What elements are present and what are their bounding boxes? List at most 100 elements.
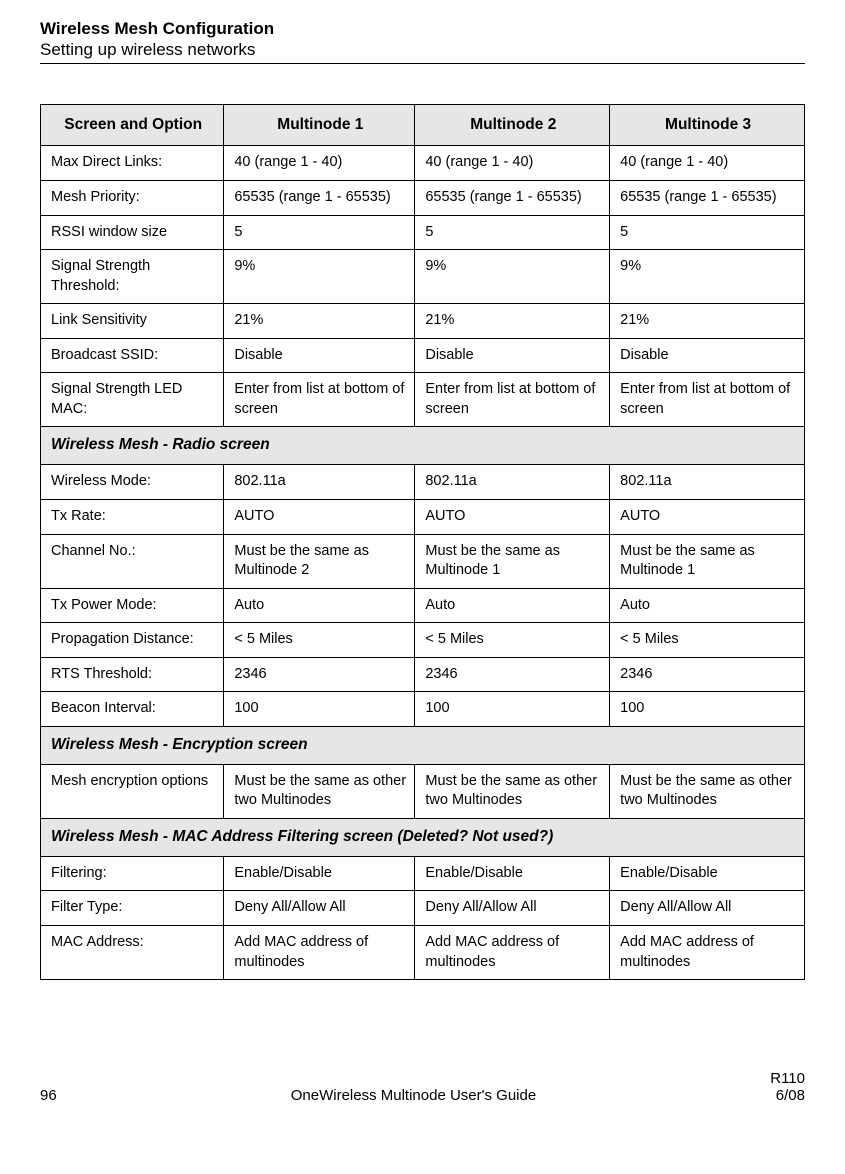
row-value: 802.11a bbox=[224, 465, 415, 500]
row-value: Must be the same as Multinode 2 bbox=[224, 534, 415, 588]
row-value: < 5 Miles bbox=[415, 623, 610, 658]
col-header-multinode2: Multinode 2 bbox=[415, 104, 610, 146]
row-value: Add MAC address of multinodes bbox=[610, 926, 805, 980]
table-header-row: Screen and Option Multinode 1 Multinode … bbox=[41, 104, 805, 146]
row-value: Enable/Disable bbox=[610, 856, 805, 891]
row-value: < 5 Miles bbox=[224, 623, 415, 658]
row-value: 2346 bbox=[415, 657, 610, 692]
row-value: Deny All/Allow All bbox=[610, 891, 805, 926]
table-row: Beacon Interval:100100100 bbox=[41, 692, 805, 727]
row-label: MAC Address: bbox=[41, 926, 224, 980]
row-value: Deny All/Allow All bbox=[415, 891, 610, 926]
row-value: Auto bbox=[610, 588, 805, 623]
row-value: 100 bbox=[224, 692, 415, 727]
row-value: 21% bbox=[224, 304, 415, 339]
row-value: AUTO bbox=[415, 499, 610, 534]
section-title: Wireless Mesh - Radio screen bbox=[41, 427, 805, 465]
row-value: 40 (range 1 - 40) bbox=[610, 146, 805, 181]
table-row: Filtering:Enable/DisableEnable/DisableEn… bbox=[41, 856, 805, 891]
table-row: Mesh Priority:65535 (range 1 - 65535)655… bbox=[41, 180, 805, 215]
row-value: 100 bbox=[415, 692, 610, 727]
table-row: Link Sensitivity21%21%21% bbox=[41, 304, 805, 339]
row-value: 9% bbox=[415, 250, 610, 304]
footer-revision-date: 6/08 bbox=[776, 1087, 805, 1104]
table-row: Tx Rate:AUTOAUTOAUTO bbox=[41, 499, 805, 534]
row-label: Filter Type: bbox=[41, 891, 224, 926]
row-value: 40 (range 1 - 40) bbox=[224, 146, 415, 181]
row-value: Enter from list at bottom of screen bbox=[610, 373, 805, 427]
table-row: Propagation Distance:< 5 Miles< 5 Miles<… bbox=[41, 623, 805, 658]
row-value: Disable bbox=[415, 338, 610, 373]
row-value: 65535 (range 1 - 65535) bbox=[610, 180, 805, 215]
row-value: AUTO bbox=[610, 499, 805, 534]
row-value: Must be the same as Multinode 1 bbox=[610, 534, 805, 588]
row-value: Auto bbox=[415, 588, 610, 623]
row-value: Enter from list at bottom of screen bbox=[224, 373, 415, 427]
table-row: Wireless Mode:802.11a802.11a802.11a bbox=[41, 465, 805, 500]
row-value: 802.11a bbox=[610, 465, 805, 500]
row-value: Enable/Disable bbox=[224, 856, 415, 891]
table-row: Max Direct Links:40 (range 1 - 40)40 (ra… bbox=[41, 146, 805, 181]
row-value: Must be the same as Multinode 1 bbox=[415, 534, 610, 588]
row-value: 802.11a bbox=[415, 465, 610, 500]
table-row: Signal Strength LED MAC:Enter from list … bbox=[41, 373, 805, 427]
row-value: 65535 (range 1 - 65535) bbox=[415, 180, 610, 215]
row-value: Must be the same as other two Multinodes bbox=[415, 764, 610, 818]
row-label: Tx Rate: bbox=[41, 499, 224, 534]
row-label: Link Sensitivity bbox=[41, 304, 224, 339]
row-label: RTS Threshold: bbox=[41, 657, 224, 692]
row-value: 21% bbox=[610, 304, 805, 339]
table-body: Max Direct Links:40 (range 1 - 40)40 (ra… bbox=[41, 146, 805, 980]
section-header-row: Wireless Mesh - Encryption screen bbox=[41, 726, 805, 764]
row-value: Disable bbox=[610, 338, 805, 373]
doc-subtitle: Setting up wireless networks bbox=[40, 39, 805, 60]
document-header: Wireless Mesh Configuration Setting up w… bbox=[40, 18, 805, 64]
row-value: Disable bbox=[224, 338, 415, 373]
table-row: MAC Address:Add MAC address of multinode… bbox=[41, 926, 805, 980]
row-label: Signal Strength LED MAC: bbox=[41, 373, 224, 427]
row-label: Beacon Interval: bbox=[41, 692, 224, 727]
row-value: 9% bbox=[224, 250, 415, 304]
row-value: 40 (range 1 - 40) bbox=[415, 146, 610, 181]
configuration-table: Screen and Option Multinode 1 Multinode … bbox=[40, 104, 805, 981]
table-row: Broadcast SSID:DisableDisableDisable bbox=[41, 338, 805, 373]
table-row: Filter Type:Deny All/Allow AllDeny All/A… bbox=[41, 891, 805, 926]
row-value: 65535 (range 1 - 65535) bbox=[224, 180, 415, 215]
table-row: Channel No.:Must be the same as Multinod… bbox=[41, 534, 805, 588]
row-value: Deny All/Allow All bbox=[224, 891, 415, 926]
section-header-row: Wireless Mesh - MAC Address Filtering sc… bbox=[41, 818, 805, 856]
table-row: RSSI window size555 bbox=[41, 215, 805, 250]
row-value: Must be the same as other two Multinodes bbox=[610, 764, 805, 818]
footer-revision-code: R110 bbox=[770, 1070, 805, 1087]
col-header-multinode1: Multinode 1 bbox=[224, 104, 415, 146]
row-value: AUTO bbox=[224, 499, 415, 534]
row-label: Mesh encryption options bbox=[41, 764, 224, 818]
col-header-multinode3: Multinode 3 bbox=[610, 104, 805, 146]
section-title: Wireless Mesh - Encryption screen bbox=[41, 726, 805, 764]
table-row: Tx Power Mode:AutoAutoAuto bbox=[41, 588, 805, 623]
col-header-option: Screen and Option bbox=[41, 104, 224, 146]
document-page: Wireless Mesh Configuration Setting up w… bbox=[0, 0, 845, 1124]
row-value: Add MAC address of multinodes bbox=[224, 926, 415, 980]
row-value: 2346 bbox=[610, 657, 805, 692]
row-value: 5 bbox=[610, 215, 805, 250]
header-rule bbox=[40, 63, 805, 64]
row-label: Channel No.: bbox=[41, 534, 224, 588]
row-label: Broadcast SSID: bbox=[41, 338, 224, 373]
row-value: < 5 Miles bbox=[610, 623, 805, 658]
section-header-row: Wireless Mesh - Radio screen bbox=[41, 427, 805, 465]
row-value: 21% bbox=[415, 304, 610, 339]
row-value: 100 bbox=[610, 692, 805, 727]
row-label: Max Direct Links: bbox=[41, 146, 224, 181]
footer-revision: R110 6/08 bbox=[770, 1070, 805, 1104]
footer-guide-title: OneWireless Multinode User's Guide bbox=[57, 1087, 771, 1104]
row-value: 9% bbox=[610, 250, 805, 304]
row-label: Propagation Distance: bbox=[41, 623, 224, 658]
row-value: Enter from list at bottom of screen bbox=[415, 373, 610, 427]
footer-page-number: 96 bbox=[40, 1087, 57, 1104]
row-value: Add MAC address of multinodes bbox=[415, 926, 610, 980]
row-value: Enable/Disable bbox=[415, 856, 610, 891]
row-label: Signal Strength Threshold: bbox=[41, 250, 224, 304]
table-row: Mesh encryption options Must be the same … bbox=[41, 764, 805, 818]
row-label: Wireless Mode: bbox=[41, 465, 224, 500]
